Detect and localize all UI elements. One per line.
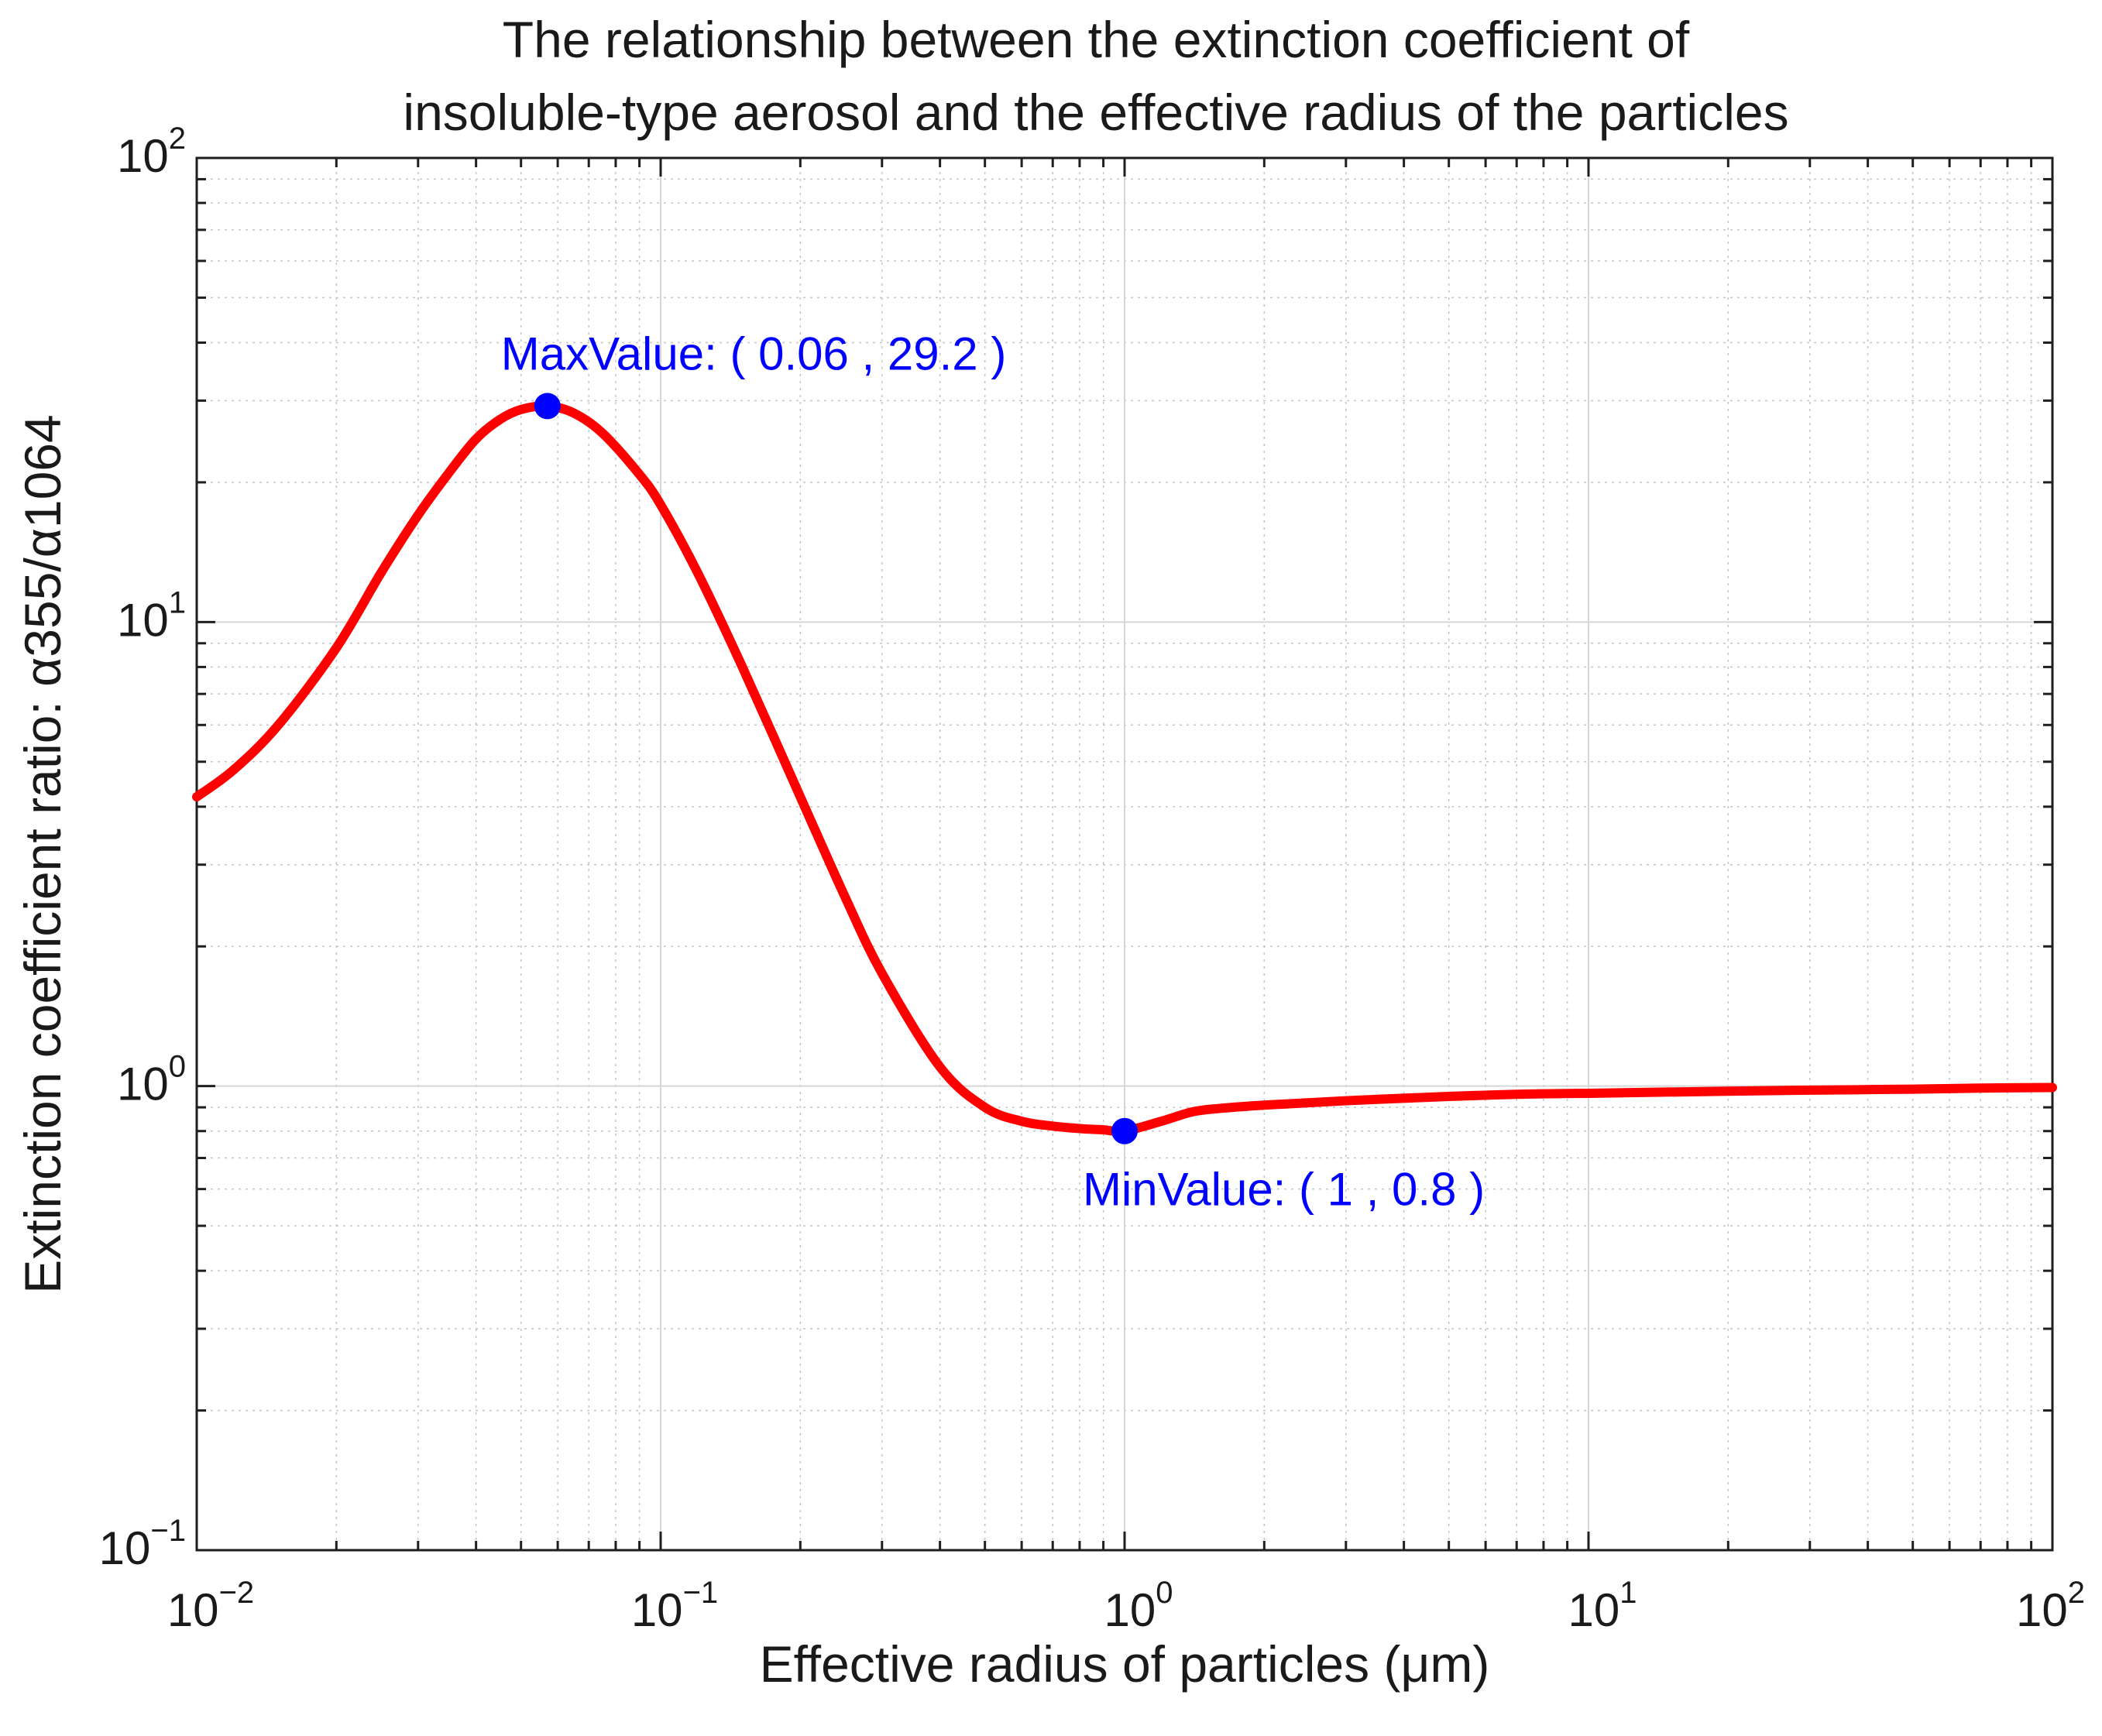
y-tick-label: 102: [117, 122, 186, 182]
markers-group: MaxValue: ( 0.06 , 29.2 ) MinValue: ( 1 ,…: [501, 328, 1485, 1215]
tick-label-base: 10: [1104, 1584, 1156, 1636]
x-tick-label: 10−2: [167, 1576, 254, 1636]
x-axis-label: Effective radius of particles (μm): [760, 1635, 1490, 1693]
tick-label-exponent: 2: [169, 122, 186, 156]
axis-ticks: [195, 156, 2054, 1552]
series-group: [192, 401, 2057, 1137]
chart-title-line-2: insoluble-type aerosol and the effective…: [403, 84, 1788, 141]
tick-label-base: 10: [167, 1584, 219, 1636]
x-tick-label: 100: [1104, 1576, 1173, 1636]
tick-label-base: 10: [1568, 1584, 1620, 1636]
tick-label-base: 10: [117, 594, 169, 646]
tick-label-exponent: −2: [219, 1576, 255, 1610]
min-value-label: MinValue: ( 1 , 0.8 ): [1083, 1164, 1485, 1216]
tick-label-base: 10: [631, 1584, 683, 1636]
tick-label-exponent: 0: [1156, 1576, 1173, 1610]
y-tick-label: 101: [117, 585, 186, 646]
tick-label-base: 10: [117, 130, 169, 182]
min-value-marker: [1111, 1117, 1138, 1144]
tick-label-base: 10: [2016, 1584, 2068, 1636]
tick-label-exponent: 0: [169, 1050, 186, 1084]
series-line: [192, 401, 2057, 1137]
max-value-marker: [534, 393, 561, 420]
tick-label-exponent: 2: [2068, 1576, 2085, 1610]
tick-label-exponent: 1: [1619, 1576, 1637, 1610]
x-tick-label: 10−1: [631, 1576, 718, 1636]
x-tick-labels: 10−2 10−1 100 101 102: [167, 1576, 2085, 1636]
tick-label-exponent: 1: [169, 585, 186, 619]
y-axis-label: Extinction coefficient ratio: α355/α1064: [14, 414, 71, 1293]
y-tick-label: 10−1: [99, 1514, 186, 1574]
tick-label-exponent: −1: [683, 1576, 719, 1610]
tick-label-base: 10: [99, 1522, 151, 1574]
chart-title-line-1: The relationship between the extinction …: [503, 11, 1690, 68]
max-value-label: MaxValue: ( 0.06 , 29.2 ): [501, 328, 1007, 379]
x-tick-label: 102: [2016, 1576, 2085, 1636]
tick-label-base: 10: [117, 1058, 169, 1110]
y-tick-label: 100: [117, 1050, 186, 1110]
tick-label-exponent: −1: [150, 1514, 186, 1548]
x-tick-label: 101: [1568, 1576, 1637, 1636]
